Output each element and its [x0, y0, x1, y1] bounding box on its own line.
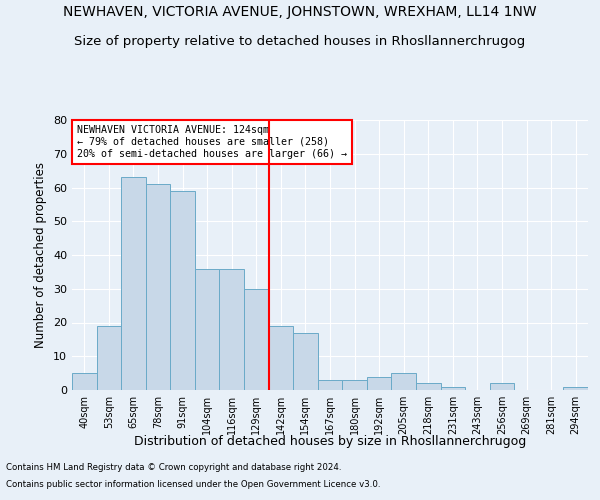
Text: Size of property relative to detached houses in Rhosllannerchrugog: Size of property relative to detached ho…	[74, 35, 526, 48]
Text: NEWHAVEN, VICTORIA AVENUE, JOHNSTOWN, WREXHAM, LL14 1NW: NEWHAVEN, VICTORIA AVENUE, JOHNSTOWN, WR…	[63, 5, 537, 19]
Bar	[195, 268, 220, 390]
Bar	[97, 326, 121, 390]
Bar	[318, 380, 342, 390]
Bar	[440, 386, 465, 390]
Bar	[490, 383, 514, 390]
Text: Distribution of detached houses by size in Rhosllannerchrugog: Distribution of detached houses by size …	[134, 435, 526, 448]
Bar	[72, 373, 97, 390]
Bar	[293, 332, 318, 390]
Text: Contains HM Land Registry data © Crown copyright and database right 2024.: Contains HM Land Registry data © Crown c…	[6, 462, 341, 471]
Bar	[170, 191, 195, 390]
Bar	[391, 373, 416, 390]
Bar	[244, 289, 269, 390]
Y-axis label: Number of detached properties: Number of detached properties	[34, 162, 47, 348]
Bar	[269, 326, 293, 390]
Text: NEWHAVEN VICTORIA AVENUE: 124sqm
← 79% of detached houses are smaller (258)
20% : NEWHAVEN VICTORIA AVENUE: 124sqm ← 79% o…	[77, 126, 347, 158]
Bar	[121, 178, 146, 390]
Bar	[367, 376, 391, 390]
Bar	[342, 380, 367, 390]
Bar	[416, 383, 440, 390]
Text: Contains public sector information licensed under the Open Government Licence v3: Contains public sector information licen…	[6, 480, 380, 489]
Bar	[220, 268, 244, 390]
Bar	[146, 184, 170, 390]
Bar	[563, 386, 588, 390]
